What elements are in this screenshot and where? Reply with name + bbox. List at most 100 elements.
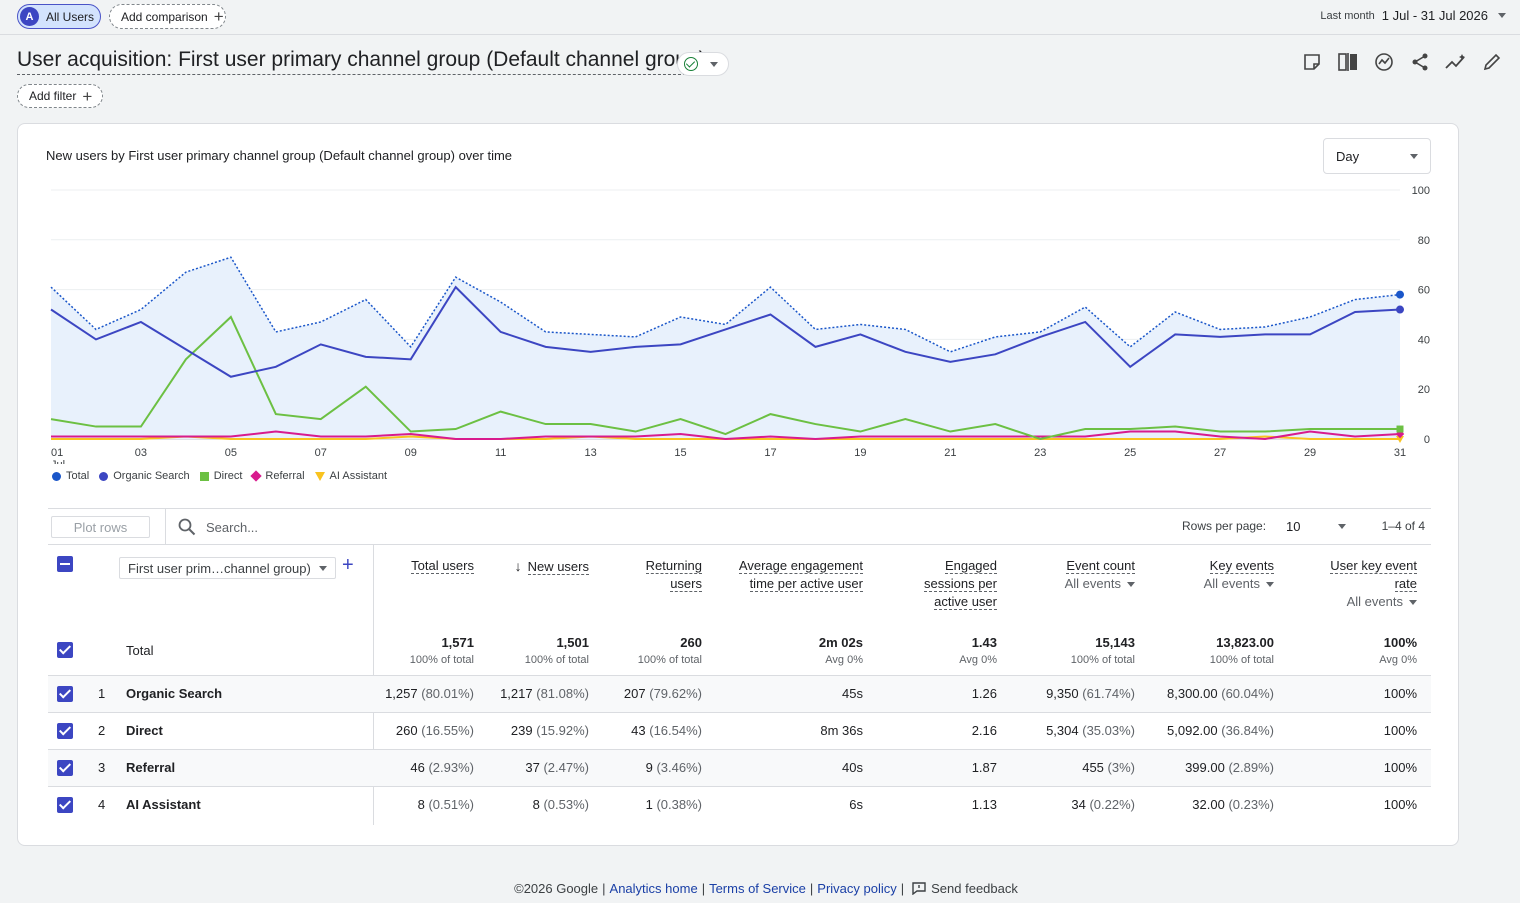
column-header[interactable]: Returning users [645,557,702,593]
column-header[interactable]: Total users [411,557,474,575]
dimension-select[interactable]: First user prim…channel group) [119,557,336,579]
total-label: Total [126,643,154,658]
table-row[interactable]: 4 AI Assistant 8 (0.51%) 8 (0.53%) 1 (0.38%)… [48,786,1431,823]
cell-value: 399.00 [1185,760,1225,775]
cell-value: 100% [1383,723,1417,738]
legend-item[interactable]: Organic Search [99,470,190,482]
total-row: Total 1,571 100% of total 1,501 100% of tota… [48,625,1431,675]
y-tick-label: 100 [1412,185,1430,197]
cell-value: 5,092.00 [1167,723,1218,738]
select-all-checkbox[interactable] [57,556,73,572]
legend-item[interactable]: AI Assistant [314,470,388,482]
add-filter-label: Add filter [29,89,77,103]
privacy-link[interactable]: Privacy policy [817,881,897,896]
segment-chip-all-users[interactable]: A All Users [17,4,101,29]
legend-item[interactable]: Referral [250,470,305,482]
cell-value: 1.13 [971,797,997,812]
row-checkbox[interactable] [57,723,73,739]
table-row[interactable]: 1 Organic Search 1,257 (80.01%) 1,217 (81.0… [48,675,1431,712]
cell-value: 9,350 [1046,686,1079,701]
search-input[interactable]: Search... [206,519,259,535]
total-cell: 15,143 100% of total [1071,635,1135,666]
x-tick-sublabel: Jul [51,459,65,464]
cell-percent: (81.08%) [536,686,589,701]
cell-percent: (80.01%) [421,686,474,701]
total-subtext: 100% of total [409,654,474,666]
table-row[interactable]: 3 Referral 46 (2.93%) 37 (2.47%) 9 (3.46%) 40… [48,749,1431,786]
insights-icon[interactable] [1372,50,1396,74]
total-value: 1,501 [556,635,589,650]
add-dimension-icon[interactable]: + [342,554,354,576]
end-marker [1396,290,1404,299]
send-feedback-button[interactable]: Send feedback [912,881,1018,896]
plot-rows-button[interactable]: Plot rows [51,516,150,538]
analytics-home-link[interactable]: Analytics home [609,881,698,896]
column-header[interactable]: Average engagement time per active user [738,557,863,593]
row-cell: 100% [1384,723,1417,738]
y-tick-label: 40 [1418,334,1430,346]
total-subtext: 100% of total [1070,654,1135,666]
event-filter-select[interactable]: All events [1330,593,1417,611]
x-tick-label: 07 [315,447,327,459]
total-subtext: Avg 0% [1379,654,1417,666]
row-cell: 239 (15.92%) [511,723,589,738]
report-card: New users by First user primary channel … [17,123,1459,846]
x-tick-label: 31 [1394,447,1406,459]
terms-link[interactable]: Terms of Service [709,881,806,896]
x-tick-label: 29 [1304,447,1316,459]
legend-marker-icon [52,471,61,481]
column-header[interactable]: ↓ New users [515,557,589,576]
event-filter-select[interactable]: All events [1204,575,1274,593]
row-checkbox[interactable] [57,797,73,813]
granularity-select[interactable]: Day [1323,138,1431,174]
send-feedback-label: Send feedback [931,881,1018,896]
row-checkbox[interactable] [57,686,73,702]
edit-pencil-icon[interactable] [1480,50,1504,74]
chevron-down-icon [710,61,718,67]
row-cell: 399.00 (2.89%) [1185,760,1274,775]
cell-value: 100% [1383,760,1417,775]
notes-icon[interactable] [1300,50,1324,74]
event-filter-label: All events [1203,576,1260,591]
total-subtext: 100% of total [637,654,702,666]
legend-label: Direct [213,470,243,482]
chevron-down-icon [319,565,327,571]
add-comparison-button[interactable]: Add comparison + [109,4,226,29]
x-tick-label: 11 [495,447,506,459]
report-status-dropdown[interactable] [677,52,729,76]
table-row[interactable]: 2 Direct 260 (16.55%) 239 (15.92%) 43 (16.54… [48,712,1431,749]
total-cell: 100% Avg 0% [1379,635,1417,666]
compare-icon[interactable] [1336,50,1360,74]
legend-item[interactable]: Total [52,470,89,482]
row-cell: 45s [842,686,863,701]
cell-value: 1.26 [971,686,997,701]
footer-separator: | [701,881,706,896]
column-header[interactable]: Key events All events [1204,557,1274,593]
share-icon[interactable] [1408,50,1432,74]
cell-value: 1,257 [385,686,418,701]
chevron-down-icon [1338,524,1346,529]
column-header[interactable]: User key event rate All events [1330,557,1417,611]
y-tick-label: 20 [1418,384,1430,396]
row-checkbox[interactable] [57,642,73,658]
x-tick-label: 27 [1214,447,1226,459]
column-header[interactable]: Event count All events [1065,557,1135,593]
check-circle-icon [684,57,698,71]
column-header[interactable]: Engaged sessions per active user [924,557,997,611]
search-box[interactable]: Search... [178,518,258,536]
total-cell: 1,571 100% of total [410,635,474,666]
rows-per-page-select[interactable]: 10 [1286,519,1346,534]
trend-sparkle-icon[interactable] [1444,50,1468,74]
row-checkbox[interactable] [57,760,73,776]
chevron-down-icon [1498,13,1506,18]
event-filter-select[interactable]: All events [1065,575,1135,593]
total-value: 13,823.00 [1216,635,1274,650]
add-filter-button[interactable]: Add filter + [17,84,103,108]
cell-value: 1.87 [971,760,997,775]
legend-label: AI Assistant [329,470,388,482]
legend-item[interactable]: Direct [199,470,243,482]
cell-value: 2.16 [971,723,997,738]
series-line-organic-search [50,285,1401,378]
date-range-picker[interactable]: Last month 1 Jul - 31 Jul 2026 [1320,8,1506,23]
table-header: First user prim…channel group) + Total u… [48,545,1431,640]
